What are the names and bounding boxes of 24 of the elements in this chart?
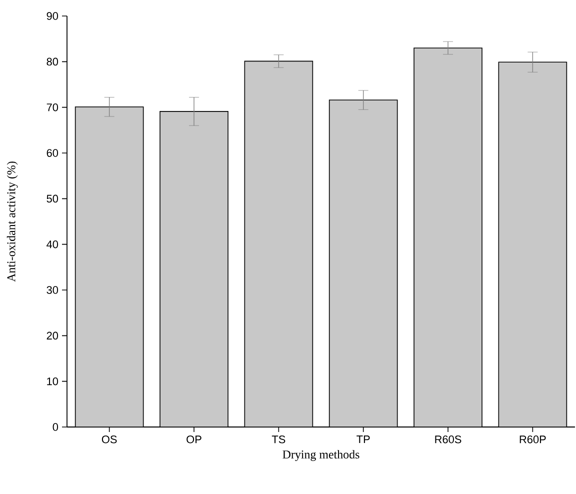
y-tick-label: 20 bbox=[46, 332, 58, 340]
bar bbox=[329, 100, 398, 427]
bar bbox=[498, 62, 568, 427]
bar bbox=[160, 111, 228, 427]
x-tick-label: OS bbox=[102, 436, 117, 444]
y-axis-title: Anti-oxidant activity (%) bbox=[6, 162, 18, 282]
y-tick-label: 0 bbox=[52, 423, 58, 431]
y-tick-label: 30 bbox=[46, 286, 58, 294]
y-tick-label: 10 bbox=[47, 377, 58, 386]
y-tick-label: 40 bbox=[46, 240, 58, 248]
x-tick-label: R60P bbox=[520, 436, 546, 444]
y-tick-label: 50 bbox=[46, 194, 58, 203]
x-tick-label: R60S bbox=[435, 436, 462, 444]
x-axis-title: Drying methods bbox=[282, 450, 360, 461]
x-tick-label: TP bbox=[356, 436, 370, 444]
bar bbox=[414, 48, 482, 427]
x-tick-label: TS bbox=[272, 436, 286, 444]
y-tick-label: 70 bbox=[46, 103, 58, 112]
bar bbox=[75, 106, 144, 427]
y-tick-label: 60 bbox=[46, 149, 58, 157]
y-tick-label: 90 bbox=[46, 12, 58, 20]
x-tick-label: OP bbox=[186, 436, 202, 444]
y-tick-label: 80 bbox=[46, 58, 58, 66]
bar bbox=[244, 61, 313, 427]
